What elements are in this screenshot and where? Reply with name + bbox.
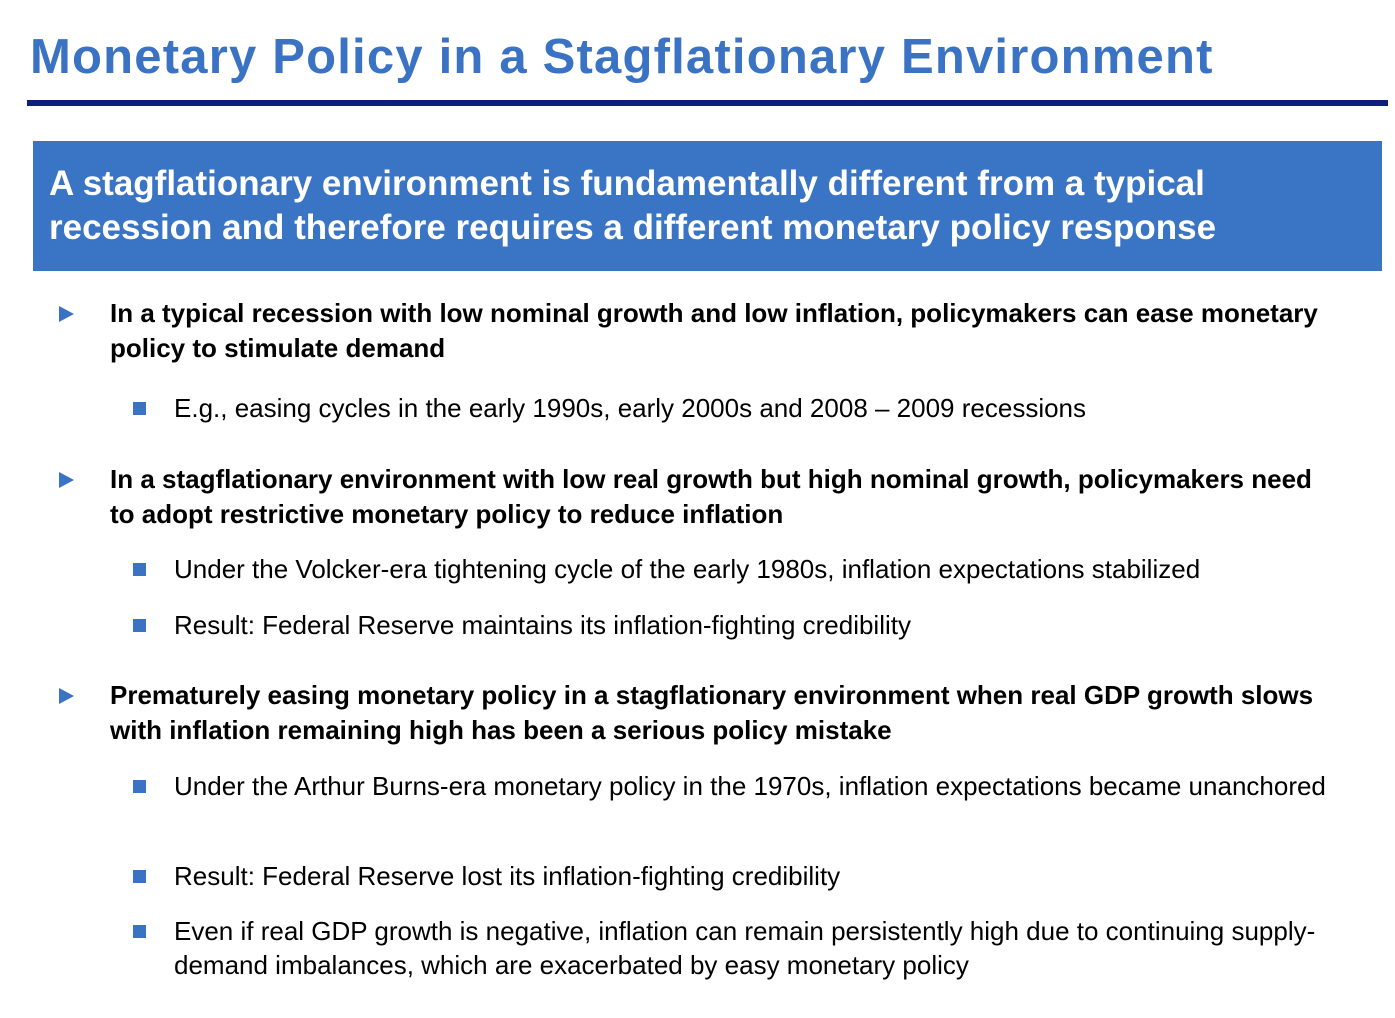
sub-bullet-3-3: Even if real GDP growth is negative, inf… [174,916,1316,980]
square-bullet-icon [133,780,146,793]
square-bullet-icon [133,402,146,415]
main-bullet-1: In a typical recession with low nominal … [110,298,1318,363]
sub-bullet-3-1: Under the Arthur Burns-era monetary poli… [174,771,1326,801]
square-bullet-icon [133,925,146,938]
sub-bullet-2-1: Under the Volcker-era tightening cycle o… [174,554,1201,584]
triangle-bullet-icon [59,306,74,322]
sub-bullet-1-1: E.g., easing cycles in the early 1990s, … [174,393,1087,423]
square-bullet-icon [133,563,146,576]
summary-banner: A stagflationary environment is fundamen… [33,141,1382,271]
square-bullet-icon [133,619,146,632]
slide-title: Monetary Policy in a Stagflationary Envi… [30,30,1214,84]
summary-banner-text: A stagflationary environment is fundamen… [49,164,1217,247]
sub-bullet-2-2: Result: Federal Reserve maintains its in… [174,610,911,640]
triangle-bullet-icon [59,688,74,704]
sub-bullet-3-2: Result: Federal Reserve lost its inflati… [174,861,841,891]
square-bullet-icon [133,870,146,883]
triangle-bullet-icon [59,472,74,488]
title-divider [27,100,1388,106]
main-bullet-2: In a stagflationary environment with low… [110,464,1312,529]
main-bullet-3: Prematurely easing monetary policy in a … [110,680,1314,745]
